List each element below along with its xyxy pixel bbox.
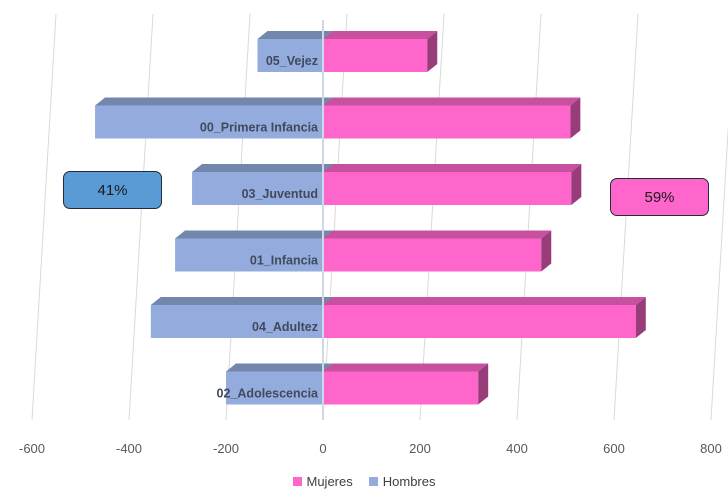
x-tick-label-3: 0	[319, 441, 326, 456]
legend-label-mujeres: Mujeres	[306, 474, 353, 489]
bar-top-mujeres-1	[323, 97, 581, 106]
chart-plot: 05_Vejez 00_Primera Infancia 03_Juventud 01…	[19, 13, 728, 456]
bar-side-mujeres-1	[570, 97, 581, 139]
bar-side-mujeres-3	[541, 230, 552, 272]
gridline-0	[31, 13, 57, 421]
bar-top-mujeres-2	[323, 164, 582, 172]
hombres-percent-callout: 41%	[63, 171, 162, 209]
category-label-1: 00_Primera Infancia	[200, 121, 319, 135]
x-tick-label-2: -200	[213, 441, 239, 456]
legend-item-mujeres: Mujeres	[292, 474, 353, 489]
chart-legend: Mujeres Hombres	[0, 474, 728, 489]
bar-top-hombres-3	[175, 230, 333, 239]
bar-top-mujeres-5	[323, 363, 489, 372]
hombres-percent-label: 41%	[97, 181, 128, 199]
gridline-7	[710, 123, 728, 421]
bar-top-hombres-2	[192, 164, 333, 172]
gridline-3	[322, 13, 348, 421]
bar-hombres-5	[226, 371, 323, 405]
bar-top-hombres-0	[257, 31, 333, 39]
bar-top-hombres-5	[226, 363, 333, 372]
gridline-1	[128, 13, 154, 421]
bar-top-mujeres-0	[323, 31, 438, 39]
mujeres-percent-label: 59%	[644, 188, 675, 206]
bar-hombres-0	[257, 39, 323, 72]
gridline-2	[225, 13, 251, 421]
bar-side-mujeres-4	[635, 297, 646, 338]
bar-mujeres-1	[323, 105, 571, 139]
bar-top-hombres-1	[95, 97, 333, 106]
legend-swatch-hombres	[368, 477, 378, 486]
category-label-4: 04_Adultez	[252, 320, 318, 334]
legend-item-hombres: Hombres	[368, 474, 436, 489]
x-tick-label-0: -600	[19, 441, 45, 456]
bar-mujeres-0	[323, 39, 428, 72]
x-tick-label-1: -400	[116, 441, 142, 456]
bar-top-hombres-4	[150, 297, 333, 305]
bar-side-mujeres-5	[478, 363, 489, 405]
bar-hombres-2	[192, 172, 323, 205]
x-tick-label-4: 200	[409, 441, 431, 456]
mujeres-percent-callout: 59%	[610, 178, 709, 216]
bar-side-mujeres-2	[571, 164, 582, 205]
legend-swatch-mujeres	[292, 477, 302, 486]
gridline-6	[613, 13, 639, 421]
bar-mujeres-4	[323, 305, 636, 338]
bar-side-mujeres-0	[427, 31, 438, 72]
legend-label-hombres: Hombres	[382, 474, 436, 489]
bar-top-mujeres-4	[323, 297, 646, 305]
x-tick-label-5: 400	[506, 441, 528, 456]
bar-mujeres-5	[323, 371, 479, 405]
x-tick-label-7: 800	[700, 441, 722, 456]
bar-mujeres-3	[323, 238, 542, 272]
gridline-5	[516, 13, 542, 421]
category-label-2: 03_Juventud	[242, 187, 318, 201]
category-label-0: 05_Vejez	[266, 54, 318, 68]
bar-hombres-4	[150, 305, 323, 338]
bar-hombres-3	[175, 238, 323, 272]
category-label-5: 02_Adolescencia	[217, 387, 319, 401]
bar-hombres-1	[95, 105, 323, 139]
bar-top-mujeres-3	[323, 230, 552, 239]
x-tick-label-6: 600	[603, 441, 625, 456]
bar-mujeres-2	[323, 172, 572, 205]
category-label-3: 01_Infancia	[250, 254, 319, 268]
gridline-4	[419, 13, 445, 421]
